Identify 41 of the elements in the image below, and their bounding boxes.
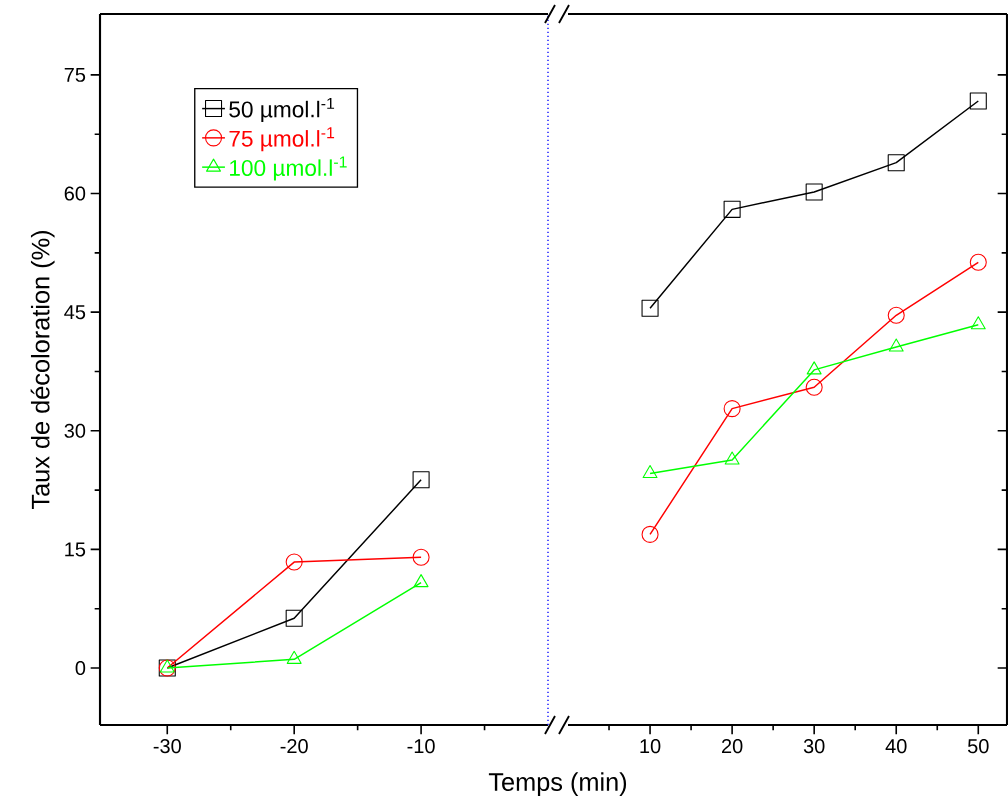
y-tick-label: 0 [75, 660, 86, 676]
point [641, 299, 659, 317]
point [642, 464, 658, 479]
legend-label: 50 µmol.l$^{-1}$ [229, 97, 335, 122]
legend-label: 100 µmol.l$^{-1}$ [230, 156, 347, 181]
y-tick-label: 75 [64, 67, 86, 82]
x-tick-label: 10 [640, 739, 661, 754]
point [969, 92, 987, 110]
x-tick-label: -30 [153, 739, 181, 754]
point [969, 253, 987, 271]
point [970, 316, 986, 330]
point [724, 451, 740, 465]
point [806, 361, 822, 375]
point [412, 471, 430, 489]
point [285, 609, 303, 627]
y-tick-label: 30 [64, 423, 86, 438]
x-axis-title: Temps (min) [488, 772, 627, 796]
y-tick-label: 15 [65, 542, 86, 557]
point [805, 378, 823, 396]
point [413, 574, 429, 588]
point [159, 659, 175, 673]
y-tick-label: 60 [64, 186, 86, 201]
point [285, 553, 303, 571]
x-tick-label: 20 [722, 739, 743, 754]
x-tick-label: -20 [280, 739, 308, 754]
point [723, 400, 741, 418]
x-tick-label: 40 [885, 739, 907, 754]
point [723, 200, 741, 218]
point [887, 154, 905, 172]
point [888, 338, 904, 352]
point [286, 650, 302, 664]
y-axis-title: Taux de décoloration (%) [30, 231, 55, 510]
x-tick-label: -10 [407, 739, 435, 754]
y-tick-label: 45 [64, 305, 86, 320]
point [412, 548, 430, 566]
x-tick-label: 30 [803, 739, 825, 754]
legend-label: 75 µmol.l$^{-1}$ [229, 127, 335, 152]
x-tick-label: 50 [967, 739, 989, 754]
point [641, 525, 659, 543]
point [805, 183, 823, 201]
point [887, 306, 905, 324]
